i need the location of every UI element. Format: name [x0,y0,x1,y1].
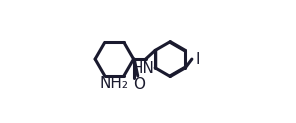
Text: NH₂: NH₂ [100,76,129,91]
Text: HN: HN [131,61,154,76]
Text: I: I [195,52,200,67]
Text: O: O [133,77,145,92]
